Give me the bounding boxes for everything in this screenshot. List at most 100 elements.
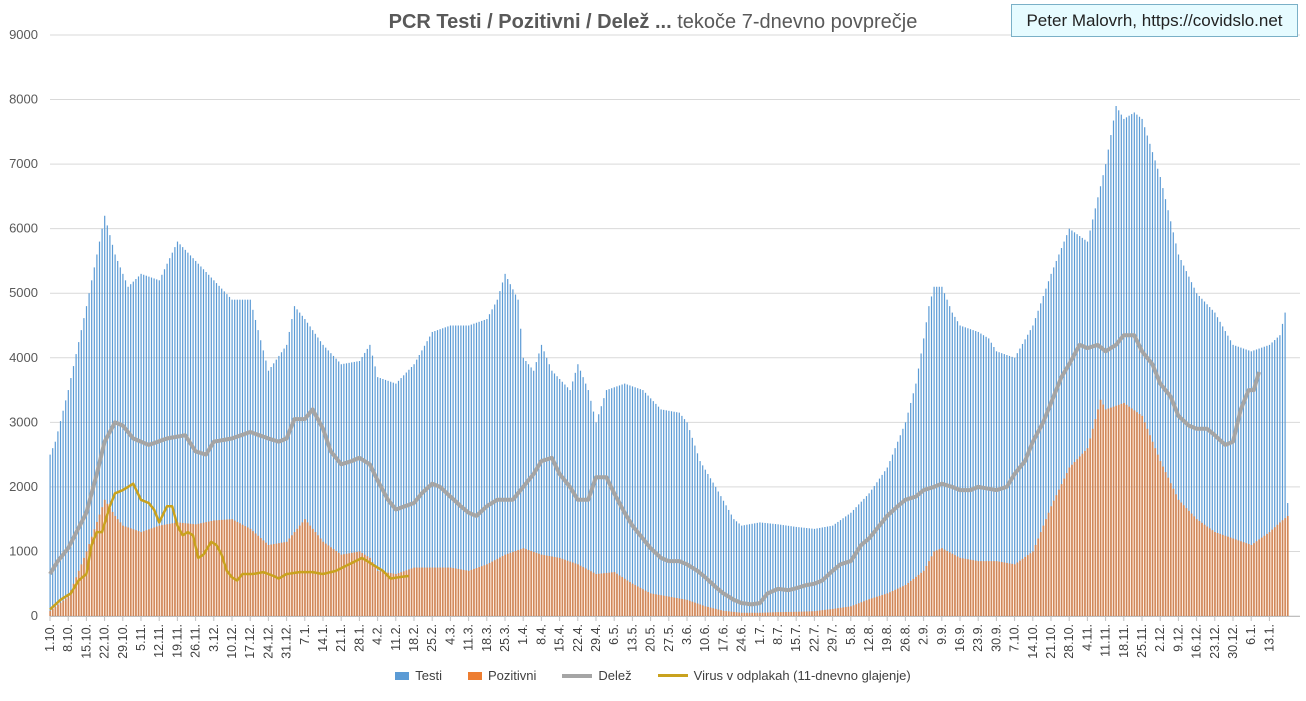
x-tick-label: 23.9.: [971, 624, 985, 652]
bar-testi: [637, 388, 639, 616]
bar-testi: [488, 314, 491, 616]
bar-pozitivni: [1195, 519, 1198, 616]
bar-pozitivni: [475, 568, 478, 616]
bar-testi: [296, 309, 298, 616]
bar-testi: [782, 525, 784, 616]
bar-pozitivni: [761, 612, 764, 616]
bar-pozitivni: [499, 557, 501, 616]
y-tick-label: 5000: [9, 285, 38, 300]
bar-pozitivni: [769, 612, 772, 616]
bar-pozitivni: [327, 545, 330, 616]
bar-testi: [244, 299, 246, 616]
bar-testi: [780, 524, 782, 616]
bar-testi: [774, 524, 777, 616]
bar-pozitivni: [587, 569, 590, 616]
bar-pozitivni: [878, 595, 881, 616]
bar-pozitivni: [1216, 533, 1219, 616]
bar-testi: [1066, 235, 1068, 616]
bar-pozitivni: [1094, 419, 1097, 616]
x-tick-label: 8.7.: [771, 624, 785, 645]
bar-testi: [863, 498, 865, 616]
bar-testi: [514, 294, 517, 616]
bar-testi: [301, 315, 303, 616]
bar-testi: [1003, 354, 1005, 616]
bar-testi: [366, 348, 368, 616]
bar-testi: [1276, 337, 1278, 616]
legend-swatch-virus: [657, 674, 688, 677]
bar-testi: [127, 286, 129, 616]
bar-pozitivni: [132, 529, 135, 616]
bar-testi: [1229, 340, 1232, 616]
bar-testi: [494, 304, 496, 616]
bar-testi: [72, 366, 75, 616]
bar-testi: [743, 525, 745, 616]
bar-testi: [988, 338, 990, 616]
x-tick-label: 19.8.: [880, 624, 894, 652]
bar-testi: [377, 377, 379, 616]
bar-testi: [847, 514, 849, 616]
bar-pozitivni: [681, 598, 683, 616]
bar-testi: [613, 387, 615, 616]
bar-pozitivni: [943, 549, 946, 616]
x-tick-label: 3.6.: [680, 624, 694, 645]
bar-pozitivni: [1032, 551, 1034, 616]
bar-testi: [725, 505, 727, 616]
bar-pozitivni: [49, 610, 52, 616]
bar-pozitivni: [558, 557, 561, 616]
bar-testi: [691, 437, 693, 616]
bar-testi: [455, 325, 457, 616]
bar-testi: [332, 355, 335, 616]
bar-pozitivni: [168, 523, 171, 616]
bar-testi: [813, 528, 816, 616]
bar-testi: [267, 370, 270, 616]
bar-pozitivni: [309, 525, 312, 616]
bar-testi: [270, 367, 272, 616]
bar-testi: [275, 359, 277, 616]
bar-testi: [790, 526, 792, 616]
bar-pozitivni: [233, 520, 236, 616]
bar-pozitivni: [920, 572, 923, 616]
series-lines: [48, 333, 1261, 611]
bar-pozitivni: [686, 599, 689, 616]
x-tick-label: 3.12.: [207, 624, 221, 652]
bar-testi: [808, 528, 810, 616]
bar-testi: [1284, 312, 1286, 616]
bar-pozitivni: [345, 553, 348, 616]
x-tick-label: 23.12.: [1208, 624, 1222, 659]
bar-testi: [720, 496, 722, 616]
bar-pozitivni: [673, 597, 676, 616]
bar-testi: [910, 402, 912, 616]
bar-pozitivni: [1149, 435, 1151, 616]
bar-testi: [889, 461, 891, 616]
bar-pozitivni: [811, 611, 813, 616]
bar-pozitivni: [423, 567, 426, 616]
bar-pozitivni: [486, 564, 488, 616]
bar-testi: [416, 359, 418, 616]
bar-testi: [603, 398, 605, 616]
bar-testi: [283, 348, 285, 616]
bar-pozitivni: [839, 607, 842, 616]
bar-pozitivni: [1042, 525, 1045, 616]
bar-testi: [954, 316, 956, 616]
line-delez: [48, 333, 1261, 607]
bar-pozitivni: [1120, 403, 1123, 616]
bar-pozitivni: [272, 544, 275, 616]
bar-pozitivni: [174, 522, 176, 616]
bar-pozitivni: [462, 569, 465, 616]
bar-testi: [1112, 120, 1115, 617]
bar-testi: [1180, 260, 1182, 616]
bar-pozitivni: [600, 573, 603, 616]
bar-pozitivni: [179, 522, 182, 616]
bar-pozitivni: [436, 567, 439, 616]
bar-testi: [1198, 295, 1200, 616]
bar-testi: [785, 525, 787, 616]
bar-testi: [559, 378, 561, 616]
bar-pozitivni: [262, 540, 265, 616]
bar-pozitivni: [155, 526, 158, 616]
bar-testi: [626, 384, 628, 616]
bar-pozitivni: [837, 608, 839, 616]
x-tick-label: 21.10.: [1044, 624, 1058, 659]
bar-pozitivni: [267, 544, 270, 616]
y-tick-label: 9000: [9, 27, 38, 42]
bar-pozitivni: [746, 612, 748, 616]
